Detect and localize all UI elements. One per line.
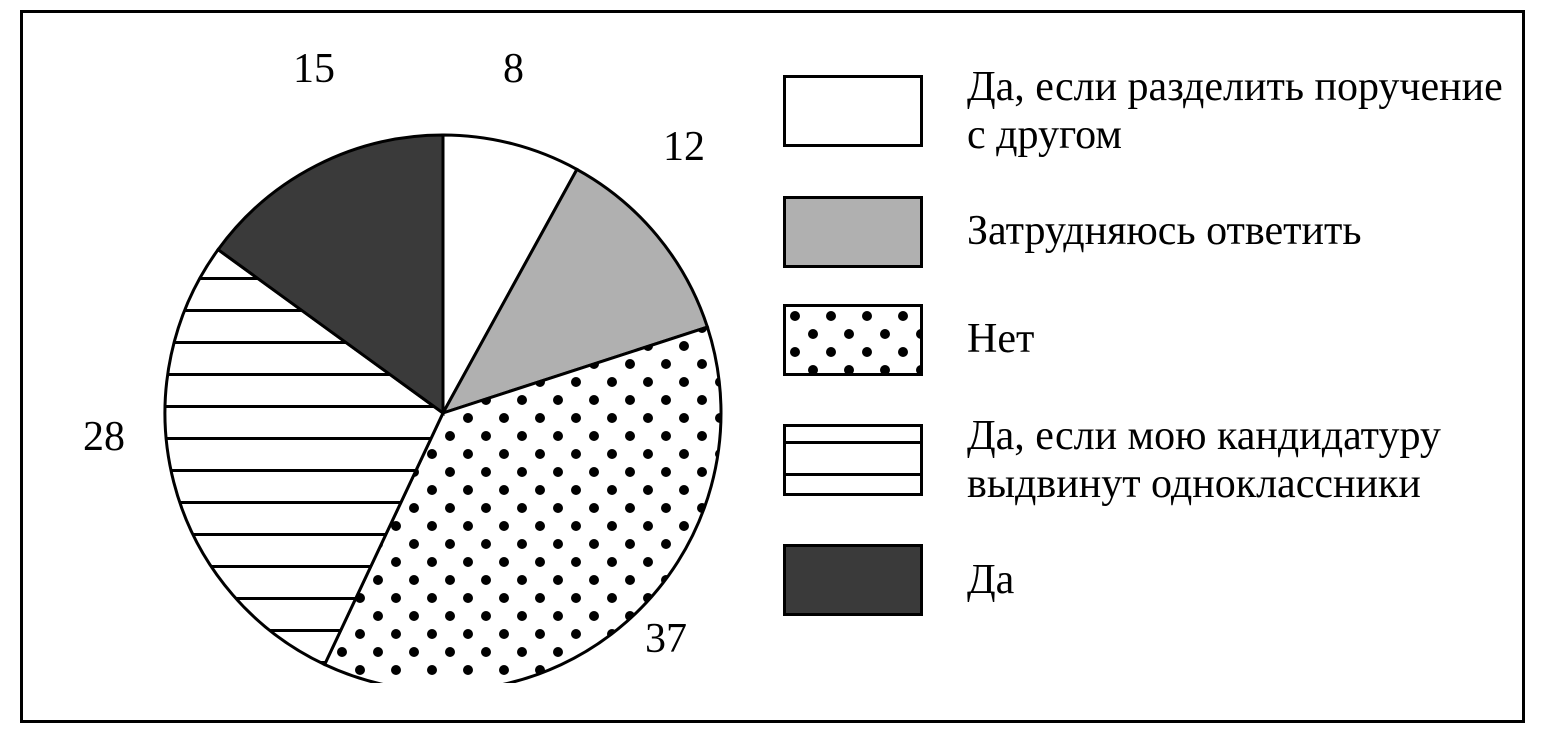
legend-item: Нет — [783, 304, 1513, 376]
legend-item: Да — [783, 544, 1513, 616]
chart-frame: 8 12 37 28 15 Да, если разделить поручение с… — [20, 10, 1525, 723]
legend-label: Да, если мою кандидатуру выдвинут однокл… — [967, 412, 1513, 509]
legend-label: Да, если разделить поручение с другом — [967, 63, 1513, 160]
legend-swatch — [783, 424, 923, 496]
slice-value-label: 37 — [645, 615, 687, 663]
pie-chart — [153, 103, 733, 683]
legend: Да, если разделить поручение с другом Зат… — [783, 63, 1513, 652]
legend-item: Да, если разделить поручение с другом — [783, 63, 1513, 160]
legend-swatch — [783, 304, 923, 376]
slice-value-label: 28 — [83, 413, 125, 461]
legend-item: Затрудняюсь ответить — [783, 196, 1513, 268]
legend-swatch — [783, 544, 923, 616]
legend-item: Да, если мою кандидатуру выдвинут однокл… — [783, 412, 1513, 509]
pie-chart-area: 812372815 — [103, 43, 723, 703]
slice-value-label: 15 — [293, 45, 335, 93]
legend-label: Да — [967, 556, 1014, 604]
slice-value-label: 8 — [503, 45, 524, 93]
legend-swatch — [783, 196, 923, 268]
legend-swatch — [783, 75, 923, 147]
slice-value-label: 12 — [663, 123, 705, 171]
legend-label: Затрудняюсь ответить — [967, 207, 1361, 255]
legend-label: Нет — [967, 315, 1034, 363]
